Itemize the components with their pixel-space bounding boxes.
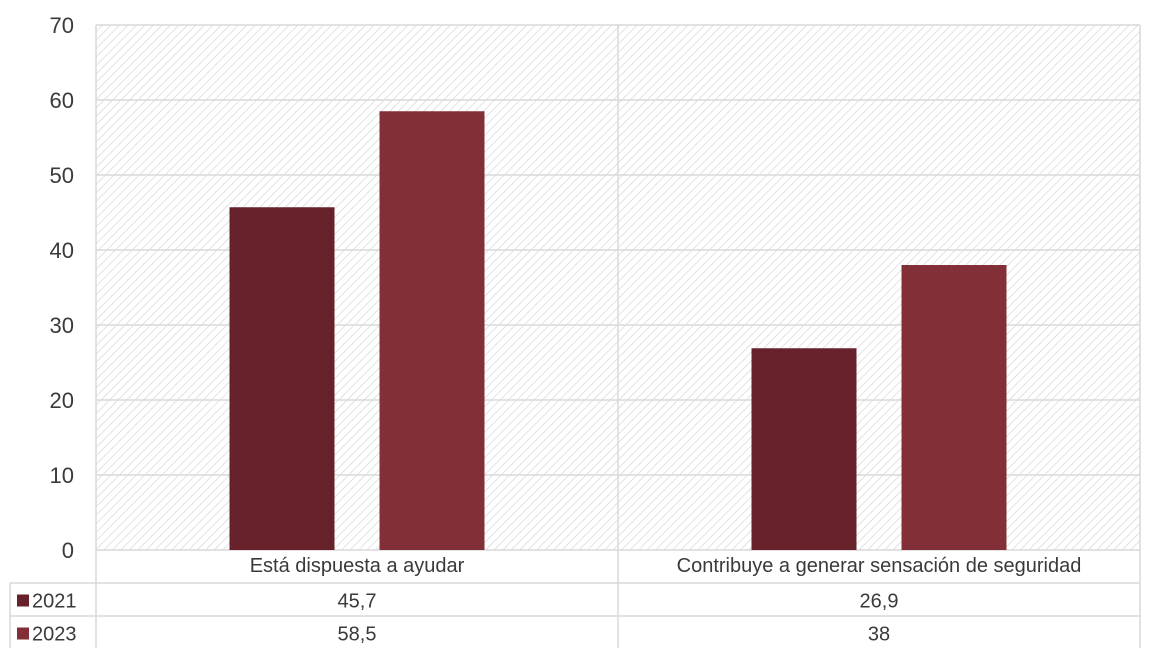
category-label: Está dispuesta a ayudar: [250, 555, 465, 577]
legend-swatch-2023: [17, 627, 29, 640]
legend-label-2023: 2023: [32, 624, 77, 646]
category-label: Contribuye a generar sensación de seguri…: [677, 555, 1082, 577]
data-table-value: 26,9: [860, 591, 899, 613]
y-axis-ticks: 0 10 20 30 40 50 60 70: [50, 13, 74, 563]
y-tick-label: 70: [50, 13, 74, 38]
data-table-value: 58,5: [338, 624, 377, 646]
y-tick-label: 50: [50, 163, 74, 188]
y-tick-label: 40: [50, 238, 74, 263]
data-table: Está dispuesta a ayudar Contribuye a gene…: [9, 555, 1140, 648]
bar-2023-2: [901, 265, 1007, 550]
bar-2021-2: [751, 348, 857, 550]
bar-2023-1: [379, 111, 485, 550]
y-tick-label: 10: [50, 463, 74, 488]
legend-label-2021: 2021: [32, 591, 77, 613]
data-table-value: 45,7: [338, 591, 377, 613]
y-tick-label: 20: [50, 388, 74, 413]
y-tick-label: 0: [62, 538, 74, 563]
bar-2021-1: [229, 207, 335, 550]
legend-swatch-2021: [17, 594, 29, 607]
y-tick-label: 60: [50, 88, 74, 113]
bars: [229, 111, 1007, 550]
y-tick-label: 30: [50, 313, 74, 338]
data-table-value: 38: [868, 624, 890, 646]
